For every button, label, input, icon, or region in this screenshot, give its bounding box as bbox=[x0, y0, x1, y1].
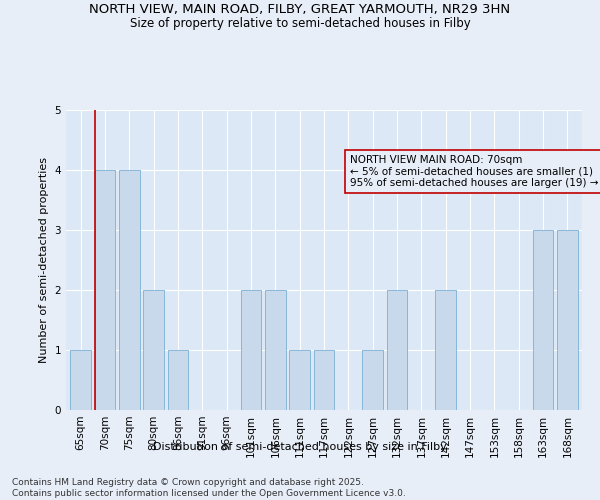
Text: NORTH VIEW MAIN ROAD: 70sqm
← 5% of semi-detached houses are smaller (1)
95% of : NORTH VIEW MAIN ROAD: 70sqm ← 5% of semi… bbox=[350, 155, 598, 188]
Bar bbox=[95, 170, 115, 410]
Text: NORTH VIEW, MAIN ROAD, FILBY, GREAT YARMOUTH, NR29 3HN: NORTH VIEW, MAIN ROAD, FILBY, GREAT YARM… bbox=[89, 2, 511, 16]
Bar bbox=[533, 230, 553, 410]
Text: Contains HM Land Registry data © Crown copyright and database right 2025.
Contai: Contains HM Land Registry data © Crown c… bbox=[12, 478, 406, 498]
Bar bbox=[386, 290, 407, 410]
Text: Distribution of semi-detached houses by size in Filby: Distribution of semi-detached houses by … bbox=[153, 442, 447, 452]
Bar bbox=[557, 230, 578, 410]
Bar bbox=[167, 350, 188, 410]
Text: Size of property relative to semi-detached houses in Filby: Size of property relative to semi-detach… bbox=[130, 18, 470, 30]
Bar bbox=[289, 350, 310, 410]
Bar bbox=[119, 170, 140, 410]
Bar bbox=[265, 290, 286, 410]
Bar bbox=[241, 290, 262, 410]
Y-axis label: Number of semi-detached properties: Number of semi-detached properties bbox=[39, 157, 49, 363]
Bar bbox=[362, 350, 383, 410]
Bar bbox=[314, 350, 334, 410]
Bar bbox=[436, 290, 456, 410]
Bar bbox=[70, 350, 91, 410]
Bar bbox=[143, 290, 164, 410]
